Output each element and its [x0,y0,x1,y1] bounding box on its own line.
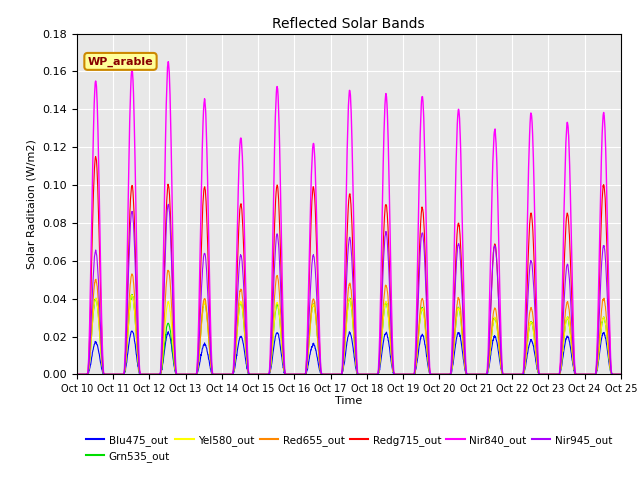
Nir840_out [73,372,81,377]
Nir945_out [73,372,81,377]
Nir945_out [225,372,232,377]
Redg715_out [376,330,384,336]
Grn535_out [128,291,136,297]
Blu475_out [507,372,515,377]
Red655_out [584,372,592,377]
Grn535_out [584,372,592,377]
Blu475_out [617,372,625,377]
Yel580_out [365,372,372,377]
X-axis label: Time: Time [335,396,362,406]
Text: WP_arable: WP_arable [88,56,154,67]
Line: Redg715_out: Redg715_out [77,156,621,374]
Y-axis label: Solar Raditaion (W/m2): Solar Raditaion (W/m2) [27,139,36,269]
Grn535_out [376,354,384,360]
Red655_out [365,372,372,377]
Red655_out [73,372,81,377]
Title: Reflected Solar Bands: Reflected Solar Bands [273,17,425,31]
Nir945_out [507,372,515,377]
Yel580_out [569,358,577,363]
Grn535_out [569,357,577,363]
Yel580_out [617,372,625,377]
Redg715_out [507,372,515,377]
Line: Yel580_out: Yel580_out [77,295,621,374]
Nir945_out [376,336,384,342]
Blu475_out [584,372,592,377]
Blu475_out [365,372,372,377]
Nir945_out [365,372,372,377]
Red655_out [225,372,232,377]
Red655_out [617,372,625,377]
Yel580_out [128,292,136,298]
Redg715_out [73,372,81,377]
Nir840_out [225,372,232,377]
Red655_out [164,267,172,273]
Nir840_out [569,309,577,314]
Line: Nir945_out: Nir945_out [77,204,621,374]
Grn535_out [507,372,515,377]
Nir840_out [376,301,384,307]
Nir945_out [617,372,625,377]
Nir945_out [164,202,172,207]
Redg715_out [365,372,372,377]
Grn535_out [73,372,81,377]
Redg715_out [584,372,592,377]
Nir840_out [164,59,172,65]
Legend: Blu475_out, Grn535_out, Yel580_out, Red655_out, Redg715_out, Nir840_out, Nir945_: Blu475_out, Grn535_out, Yel580_out, Red6… [81,431,616,466]
Redg715_out [225,372,232,377]
Nir840_out [365,372,372,377]
Redg715_out [92,154,100,159]
Blu475_out [569,362,577,368]
Grn535_out [225,372,232,377]
Yel580_out [225,372,232,377]
Yel580_out [584,372,592,377]
Line: Red655_out: Red655_out [77,270,621,374]
Red655_out [569,353,577,359]
Blu475_out [73,372,81,377]
Line: Grn535_out: Grn535_out [77,294,621,374]
Nir840_out [617,372,625,377]
Line: Nir840_out: Nir840_out [77,62,621,374]
Grn535_out [365,372,372,377]
Redg715_out [569,332,577,337]
Grn535_out [617,372,625,377]
Nir840_out [584,372,592,377]
Blu475_out [128,328,136,334]
Nir945_out [569,344,577,350]
Nir945_out [584,372,592,377]
Redg715_out [617,372,625,377]
Yel580_out [376,354,384,360]
Yel580_out [73,372,81,377]
Red655_out [376,350,384,356]
Nir840_out [507,372,515,377]
Yel580_out [507,372,515,377]
Blu475_out [376,361,384,367]
Red655_out [507,372,515,377]
Blu475_out [225,372,232,377]
Line: Blu475_out: Blu475_out [77,331,621,374]
